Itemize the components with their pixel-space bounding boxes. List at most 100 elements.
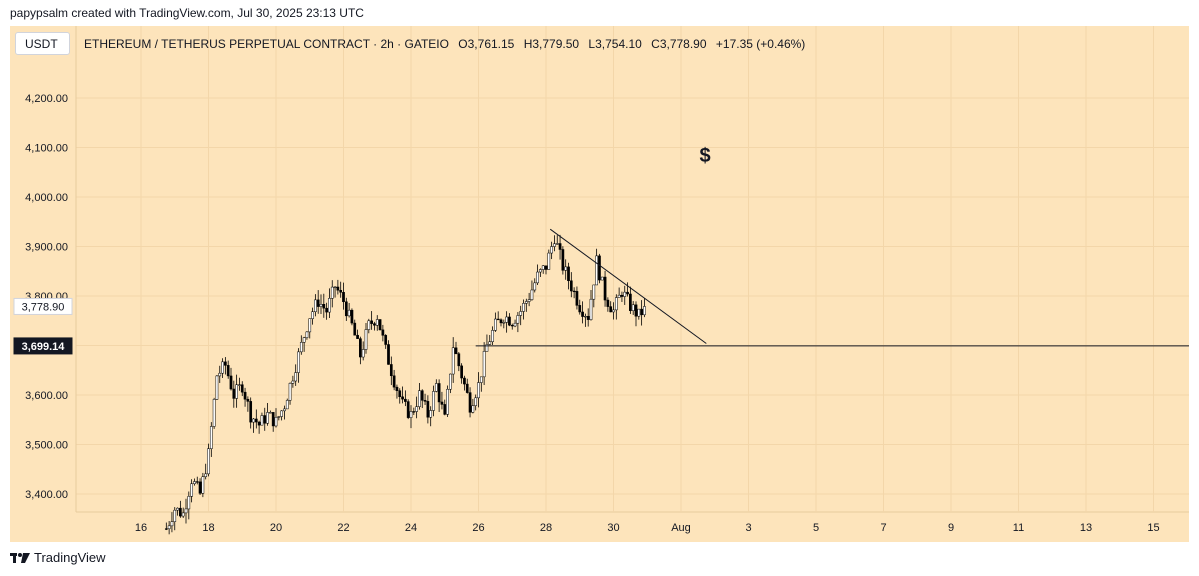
- x-tick-label: 22: [337, 522, 349, 534]
- candle-body: [257, 421, 261, 426]
- candle-body: [215, 375, 219, 400]
- price-tag-label: 3,778.90: [22, 301, 65, 313]
- candle-body: [491, 330, 494, 342]
- support-price-tag: [13, 337, 73, 355]
- candle-body: [181, 512, 185, 517]
- candle-body: [288, 383, 292, 401]
- candle-body: [524, 301, 528, 304]
- candle-body: [468, 392, 472, 413]
- unit-selector[interactable]: USDT: [15, 32, 70, 55]
- candle-body: [409, 411, 413, 418]
- candle-body: [283, 408, 286, 412]
- candle-body: [224, 361, 227, 366]
- candle-body: [643, 306, 646, 316]
- candle-body: [344, 301, 348, 317]
- candle-body: [252, 418, 255, 423]
- high-value: H3,779.50: [523, 37, 580, 51]
- candle-body: [384, 335, 388, 345]
- price-chart[interactable]: 3,400.003,500.003,600.003,700.003,800.00…: [10, 26, 1189, 542]
- x-tick-label: 28: [540, 522, 552, 534]
- candle-body: [494, 318, 497, 331]
- candle-body: [333, 286, 337, 289]
- candle-body: [299, 342, 303, 353]
- candle-body: [398, 390, 402, 398]
- candle-body: [429, 410, 433, 418]
- candle-body: [249, 401, 253, 423]
- candle-body: [311, 311, 314, 319]
- candle-body: [412, 411, 416, 413]
- candle-body: [291, 380, 295, 384]
- candle-body: [361, 349, 365, 358]
- candle-body: [561, 249, 565, 271]
- candle-body: [474, 397, 478, 406]
- candle-body: [626, 291, 629, 295]
- candle-body: [496, 318, 500, 321]
- candle-body: [243, 391, 247, 400]
- candle-body: [218, 372, 222, 377]
- candle-body: [235, 384, 238, 399]
- candle-body: [553, 243, 556, 247]
- candle-body: [547, 252, 551, 270]
- candle-body: [510, 324, 514, 327]
- candle-body: [603, 276, 607, 301]
- y-tick-label: 3,400.00: [25, 489, 68, 501]
- x-tick-label: 11: [1013, 522, 1024, 534]
- candle-body: [359, 338, 362, 358]
- candle-body: [285, 400, 289, 410]
- candle-body: [207, 448, 210, 475]
- candle-body: [375, 319, 379, 326]
- open-value: O3,761.15: [458, 37, 515, 51]
- x-tick-label: 24: [405, 522, 417, 534]
- candle-body: [226, 365, 230, 377]
- candle-body: [176, 507, 179, 511]
- y-tick-label: 4,200.00: [25, 93, 68, 105]
- candle-body: [434, 383, 438, 392]
- candle-body: [527, 299, 531, 302]
- x-tick-label: 13: [1080, 522, 1092, 534]
- candle-body: [260, 415, 264, 426]
- candle-body: [201, 476, 205, 494]
- candle-body: [567, 266, 570, 282]
- candle-body: [167, 525, 171, 530]
- candle-body: [387, 344, 390, 365]
- chart-header: ETHEREUM / TETHERUS PERPETUAL CONTRACT ·…: [84, 37, 811, 51]
- candle-body: [308, 318, 312, 333]
- x-tick-label: 26: [472, 522, 484, 534]
- candle-body: [471, 405, 475, 413]
- candle-body: [229, 375, 233, 390]
- candle-body: [581, 311, 584, 317]
- close-value: C3,778.90: [651, 37, 707, 51]
- candle-body: [586, 315, 590, 320]
- candle-body: [612, 309, 615, 313]
- candle-body: [314, 299, 317, 312]
- candle-body: [392, 375, 396, 388]
- candle-body: [339, 289, 343, 293]
- y-tick-label: 3,600.00: [25, 390, 68, 402]
- candle-body: [569, 280, 573, 292]
- candle-body: [485, 344, 489, 352]
- candle-body: [322, 304, 326, 309]
- candle-body: [395, 386, 399, 391]
- candle-body: [499, 319, 503, 324]
- descending-trendline: [549, 228, 707, 344]
- candle-body: [432, 391, 435, 411]
- candle-body: [356, 334, 359, 339]
- price-tag-label: 3,699.14: [22, 341, 66, 353]
- candle-body: [564, 266, 568, 271]
- candle-body: [533, 282, 537, 291]
- candle-body: [164, 528, 168, 530]
- x-tick-label: 5: [813, 522, 819, 534]
- candle-body: [620, 294, 624, 297]
- candle-body: [415, 406, 418, 412]
- candle-body: [367, 320, 371, 330]
- chart-area[interactable]: 3,400.003,500.003,600.003,700.003,800.00…: [10, 26, 1189, 542]
- candle-body: [254, 418, 258, 423]
- candle-body: [420, 390, 424, 401]
- candle-body: [634, 304, 638, 317]
- candle-body: [404, 398, 407, 402]
- symbol-label: ETHEREUM / TETHERUS PERPETUAL CONTRACT ·…: [84, 37, 449, 51]
- last-price-tag: [13, 297, 73, 315]
- candle-body: [184, 508, 188, 514]
- candle-body: [530, 289, 534, 300]
- candle-body: [263, 415, 267, 424]
